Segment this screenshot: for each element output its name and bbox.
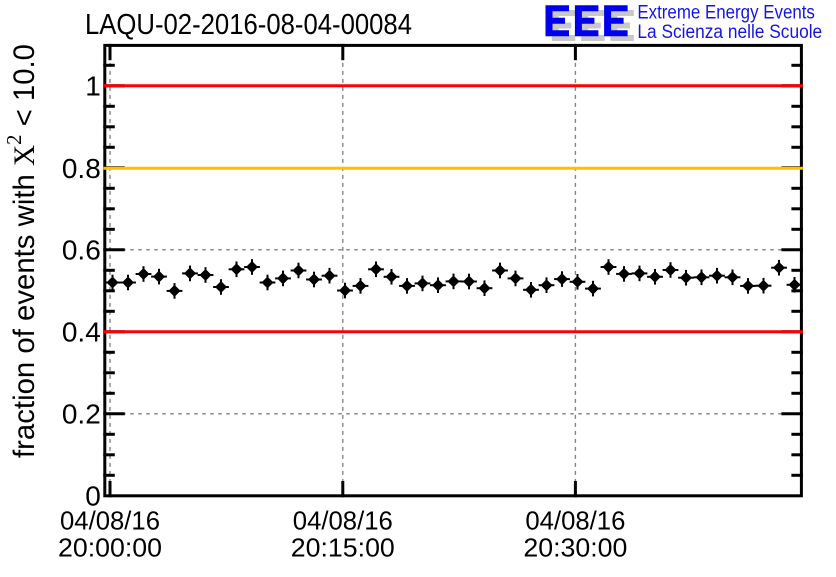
svg-text:20:00:00: 20:00:00 — [58, 535, 162, 563]
svg-text:20:30:00: 20:30:00 — [523, 535, 627, 563]
svg-text:20:15:00: 20:15:00 — [291, 535, 395, 563]
svg-text:La Scienza nelle Scuole: La Scienza nelle Scuole — [637, 22, 822, 43]
svg-text:0.6: 0.6 — [62, 235, 101, 266]
svg-text:Extreme Energy Events: Extreme Energy Events — [637, 3, 815, 24]
svg-text:0.4: 0.4 — [62, 317, 101, 348]
svg-text:LAQU-02-2016-08-04-00084: LAQU-02-2016-08-04-00084 — [85, 9, 412, 41]
svg-text:0.2: 0.2 — [62, 399, 101, 430]
svg-text:04/08/16: 04/08/16 — [293, 508, 393, 536]
svg-text:0: 0 — [85, 481, 101, 512]
svg-text:04/08/16: 04/08/16 — [60, 508, 160, 536]
svg-text:04/08/16: 04/08/16 — [525, 508, 625, 536]
svg-text:0.8: 0.8 — [62, 153, 101, 184]
svg-text:fraction of events with X2 < 1: fraction of events with X2 < 10.0 — [2, 44, 41, 458]
svg-text:1: 1 — [85, 71, 101, 102]
